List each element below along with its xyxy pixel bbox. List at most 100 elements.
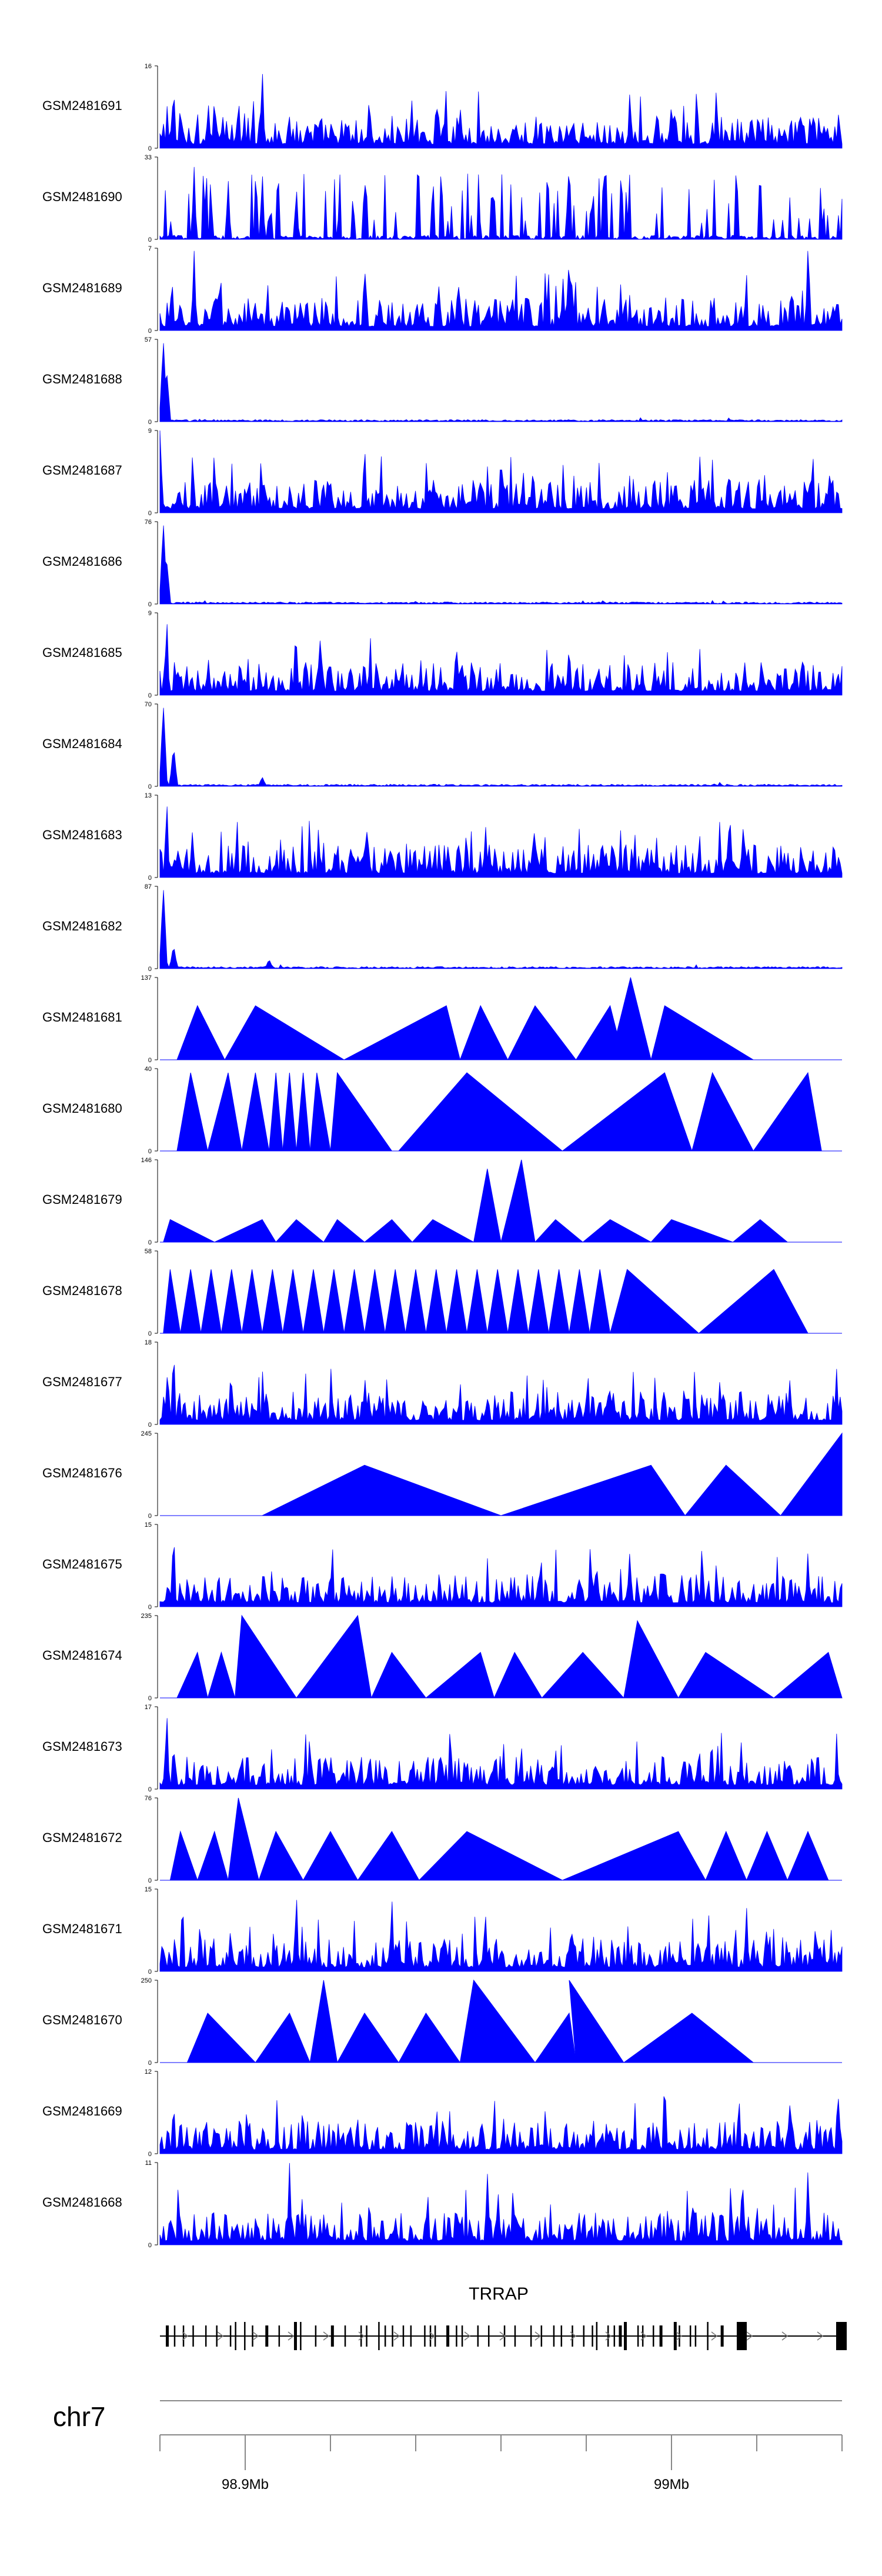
- strand-arrow: [605, 2331, 612, 2341]
- coverage-peak: [262, 1269, 283, 1334]
- strand-arrow: [711, 2331, 718, 2341]
- coverage-track: GSM2481689 7 0: [42, 245, 843, 335]
- coverage-peak: [176, 1651, 208, 1699]
- track-name: GSM2481668: [42, 2195, 122, 2210]
- coverage-area: [159, 624, 843, 696]
- coverage-peak: [425, 1269, 447, 1334]
- coverage-peak: [569, 1980, 624, 2063]
- coverage-peak: [507, 1005, 577, 1060]
- y-min-label: 0: [148, 966, 152, 973]
- exon: [166, 2325, 169, 2347]
- y-min-label: 0: [148, 145, 152, 152]
- track-name: GSM2481676: [42, 1466, 122, 1480]
- coverage-track: GSM2481675 15 0: [42, 1521, 843, 1611]
- coverage-peak: [561, 1072, 693, 1152]
- coverage-area: [159, 1900, 843, 1972]
- exon: [446, 2325, 450, 2347]
- track-name: GSM2481677: [42, 1374, 122, 1389]
- coverage-track: GSM2481684 70 0: [42, 701, 843, 790]
- coverage-peak: [363, 1219, 413, 1243]
- track-name: GSM2481679: [42, 1192, 122, 1207]
- strand-arrow: [534, 2331, 542, 2341]
- coverage-peak: [677, 1651, 775, 1699]
- exon: [456, 2325, 457, 2347]
- exon: [642, 2325, 644, 2347]
- genome-axis: chr7 98.9Mb 99Mb: [53, 2400, 843, 2492]
- coverage-peak: [746, 1830, 788, 1881]
- y-max-label: 9: [148, 610, 152, 617]
- coverage-peak: [176, 1005, 226, 1060]
- coverage-track: GSM2481681 137 0: [42, 975, 842, 1064]
- y-max-label: 76: [145, 519, 152, 526]
- coverage-area: [159, 525, 843, 605]
- exon: [300, 2322, 302, 2350]
- gene-label: TRRAP: [469, 2284, 529, 2304]
- y-min-label: 0: [148, 1422, 152, 1429]
- y-max-label: 11: [145, 2160, 152, 2167]
- coverage-area: [159, 1364, 843, 1425]
- y-max-label: 15: [145, 1521, 152, 1529]
- coverage-peak: [459, 1979, 536, 2063]
- coverage-peak: [698, 1269, 808, 1334]
- y-min-label: 0: [148, 419, 152, 426]
- coverage-peak: [302, 1831, 359, 1881]
- exon: [487, 2325, 490, 2347]
- coverage-peak: [163, 1219, 215, 1243]
- coverage-peak: [169, 1830, 198, 1881]
- axis-ticks: 98.9Mb 99Mb: [159, 2435, 843, 2492]
- coverage-peak: [241, 1269, 263, 1334]
- track-name: GSM2481683: [42, 827, 122, 842]
- coverage-peak: [364, 1269, 386, 1334]
- exon: [637, 2325, 639, 2347]
- gene-track: TRRAP: [160, 2284, 847, 2350]
- coverage-peak: [296, 1072, 310, 1152]
- y-max-label: 16: [145, 63, 152, 70]
- coverage-peak: [691, 1072, 754, 1152]
- coverage-peak: [296, 1614, 372, 1699]
- y-max-label: 70: [145, 701, 152, 708]
- coverage-peak: [397, 1072, 563, 1152]
- exon: [530, 2325, 532, 2347]
- y-max-label: 40: [145, 1066, 152, 1073]
- exon: [652, 2325, 654, 2347]
- exon: [216, 2325, 218, 2347]
- coverage-track: GSM2481686 76 0: [42, 519, 843, 608]
- y-min-label: 0: [148, 1604, 152, 1611]
- coverage-peak: [569, 1269, 590, 1334]
- coverage-track: GSM2481682 87 0: [42, 883, 843, 973]
- y-min-label: 0: [148, 1695, 152, 1702]
- track-name: GSM2481675: [42, 1557, 122, 1571]
- exon: [344, 2325, 346, 2347]
- strand-arrow: [252, 2331, 259, 2341]
- y-max-label: 7: [148, 245, 152, 252]
- track-name: GSM2481680: [42, 1101, 122, 1116]
- exon: [720, 2325, 724, 2347]
- exon: [659, 2325, 663, 2347]
- strand-arrow: [746, 2331, 753, 2341]
- coverage-peak: [197, 1830, 229, 1881]
- exon: [360, 2325, 362, 2347]
- y-min-label: 0: [148, 2151, 152, 2158]
- coverage-peak: [705, 1830, 747, 1881]
- coverage-peak: [241, 1072, 270, 1152]
- track-name: GSM2481685: [42, 645, 122, 660]
- coverage-peak: [753, 1072, 822, 1152]
- coverage-peak: [275, 1219, 325, 1243]
- coverage-peak: [343, 1269, 365, 1334]
- y-min-label: 0: [148, 1330, 152, 1337]
- coverage-peak: [357, 1831, 420, 1881]
- coverage-peak: [303, 1269, 324, 1334]
- y-max-label: 9: [148, 428, 152, 435]
- y-max-label: 137: [141, 975, 152, 982]
- coverage-peak: [228, 1797, 259, 1881]
- coverage-area: [159, 2096, 843, 2154]
- coverage-track: GSM2481673 17 0: [42, 1704, 843, 1793]
- coverage-peak: [343, 1005, 461, 1060]
- exon: [689, 2325, 691, 2347]
- coverage-peak: [207, 1072, 242, 1152]
- exon: [592, 2325, 593, 2347]
- chromosome-label: chr7: [53, 2401, 105, 2432]
- exon: [841, 2322, 847, 2350]
- exon: [392, 2325, 393, 2347]
- exon: [742, 2322, 747, 2350]
